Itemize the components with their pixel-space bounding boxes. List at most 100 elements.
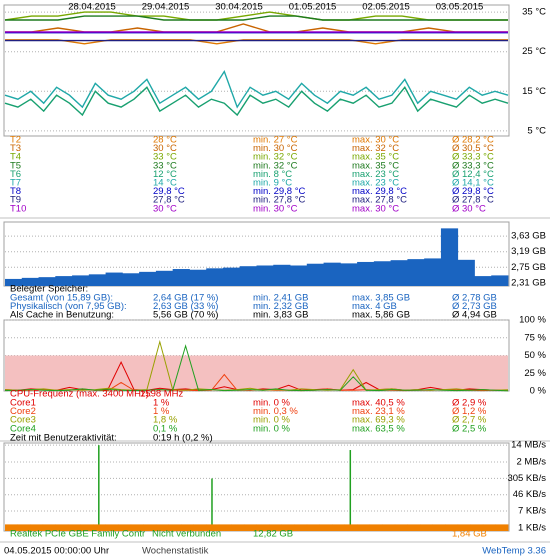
row-value: min. 30 °C	[253, 203, 298, 214]
y-tick-label: 7 KB/s	[518, 506, 546, 517]
row-value: Ø 30,5 °C	[452, 143, 494, 154]
memory-bar	[373, 261, 392, 286]
row-value: 33 °C	[153, 152, 177, 163]
traffic-bar	[256, 524, 270, 531]
network-label: Nicht verbunden	[152, 529, 221, 540]
row-value: Ø 2,5 %	[452, 423, 487, 434]
traffic-bar	[470, 524, 484, 531]
memory-bar	[323, 262, 341, 286]
date-label: 29.04.2015	[142, 2, 190, 13]
row-value: min. 30 °C	[253, 143, 298, 154]
row-value: min. 32 °C	[253, 160, 298, 171]
row-name: T3	[10, 143, 21, 154]
memory-bar	[290, 265, 308, 286]
date-label: 30.04.2015	[215, 2, 263, 13]
y-tick-label: 25 %	[524, 368, 546, 379]
memory-bar	[457, 259, 475, 286]
memory-value: min. 3,83 GB	[253, 310, 308, 321]
row-value: 14 °C	[153, 178, 177, 189]
memory-bar	[206, 268, 224, 286]
memory-value: min. 2,32 GB	[253, 301, 308, 312]
row-name: Core3	[10, 415, 36, 426]
view-name: Wochenstatistik	[142, 546, 209, 557]
memory-bar	[340, 263, 358, 286]
row-value: 1,8 %	[153, 415, 178, 426]
traffic-bar	[17, 524, 31, 531]
row-value: min. 0 %	[253, 398, 291, 409]
row-value: 29,8 °C	[153, 186, 185, 197]
row-name: T10	[10, 203, 26, 214]
row-name: Core2	[10, 406, 36, 417]
traffic-bar	[495, 524, 509, 531]
y-tick-label: 2,31 GB	[511, 277, 546, 288]
memory-bar	[222, 267, 241, 286]
memory-value: min. 2,41 GB	[253, 293, 308, 304]
memory-heading: Belegter Speicher:	[10, 284, 88, 295]
y-tick-label: 3,19 GB	[511, 246, 546, 257]
traffic-bar	[281, 524, 295, 531]
memory-bar	[105, 272, 123, 286]
timestamp: 04.05.2015 00:00:00 Uhr	[4, 546, 109, 557]
row-value: 0,1 %	[153, 423, 178, 434]
traffic-bar	[55, 524, 69, 531]
traffic-bar	[30, 524, 44, 531]
row-value: Ø 2,7 %	[452, 415, 487, 426]
row-value: min. 0,3 %	[253, 406, 298, 417]
activity-band	[5, 355, 508, 391]
date-label: 01.05.2015	[289, 2, 337, 13]
row-value: max. 40,5 %	[352, 398, 405, 409]
memory-value: 2,64 GB (17 %)	[153, 293, 218, 304]
memory-bar	[155, 270, 174, 286]
traffic-bar	[319, 524, 333, 531]
traffic-bar	[231, 524, 245, 531]
memory-bar	[474, 276, 492, 286]
memory-bar	[88, 274, 106, 286]
date-label: 03.05.2015	[436, 2, 484, 13]
memory-bar	[38, 277, 56, 286]
memory-bar	[21, 277, 39, 286]
memory-bar	[72, 275, 90, 286]
traffic-bar	[445, 524, 459, 531]
row-value: min. 0 %	[253, 415, 291, 426]
traffic-bar	[269, 524, 283, 531]
row-name: T7	[10, 178, 21, 189]
row-value: Ø 33,3 °C	[452, 152, 494, 163]
y-tick-label: 15 °C	[522, 86, 546, 97]
y-tick-label: 3,63 GB	[511, 231, 546, 242]
date-label: 28.04.2015	[68, 2, 116, 13]
memory-value: max. 5,86 GB	[352, 310, 410, 321]
traffic-bar	[93, 524, 106, 531]
traffic-bar	[482, 524, 496, 531]
network-label: Realtek PCIe GBE Family Contr	[10, 529, 145, 540]
traffic-bar	[206, 524, 220, 531]
row-value: 1 %	[153, 406, 170, 417]
network-label: 1,84 GB	[452, 529, 487, 540]
traffic-bar	[218, 524, 232, 531]
memory-bar	[55, 276, 73, 286]
memory-value: Gesamt (von 15,89 GB):	[10, 293, 113, 304]
traffic-bar	[357, 524, 371, 531]
row-value: 33 °C	[153, 160, 177, 171]
traffic-bar	[98, 445, 100, 531]
date-label: 02.05.2015	[362, 2, 410, 13]
row-value: max. 29,8 °C	[352, 186, 407, 197]
memory-value: Als Cache in Benutzung:	[10, 310, 114, 321]
traffic-bar	[394, 524, 408, 531]
memory-bar	[5, 278, 23, 286]
memory-bar	[122, 273, 140, 286]
y-tick-label: 46 KB/s	[513, 489, 547, 500]
memory-bar	[491, 275, 509, 286]
row-value: Ø 1,2 %	[452, 406, 487, 417]
row-name: Core4	[10, 423, 36, 434]
row-value: max. 30 °C	[352, 203, 399, 214]
row-value: min. 8 °C	[253, 169, 292, 180]
row-name: T9	[10, 195, 21, 206]
memory-bar	[139, 271, 157, 286]
traffic-bar	[432, 524, 446, 531]
activity-value: 0:19 h (0,2 %)	[153, 433, 213, 444]
y-tick-label: 2,75 GB	[511, 262, 546, 273]
memory-bar	[273, 264, 291, 286]
series-line	[4, 69, 509, 109]
app-name[interactable]: WebTemp 3.36	[482, 546, 546, 557]
row-value: max. 23 °C	[352, 178, 399, 189]
